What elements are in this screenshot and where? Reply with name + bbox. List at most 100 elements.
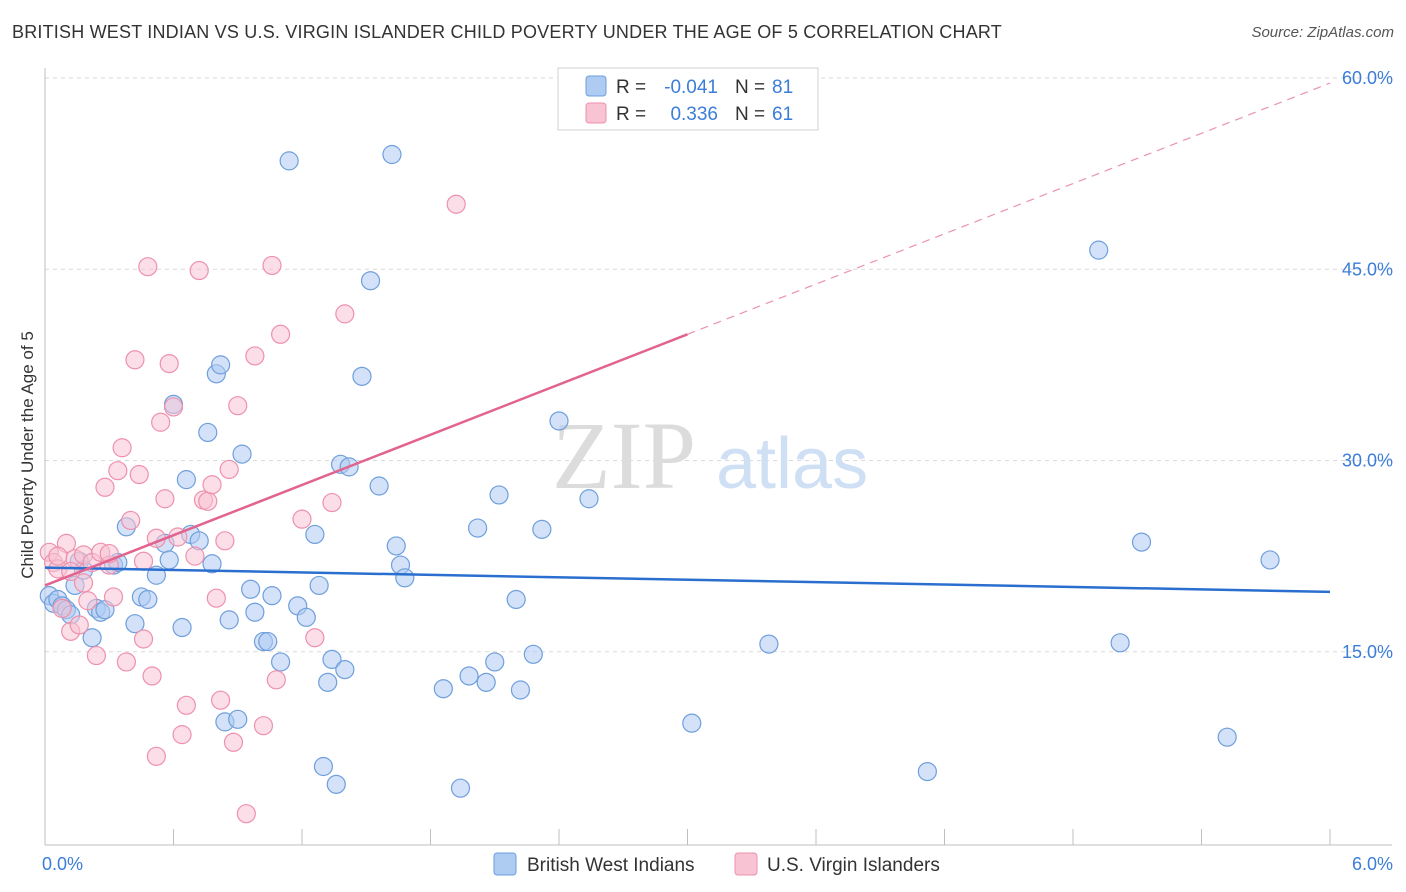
x-tick-label: 6.0% xyxy=(1352,854,1393,874)
point-us-virgin-islander xyxy=(245,346,265,366)
point-us-virgin-islander xyxy=(198,491,218,511)
point-us-virgin-islander xyxy=(305,628,325,648)
point-british-west-indian xyxy=(395,568,415,588)
point-us-virgin-islander xyxy=(206,588,226,608)
point-us-virgin-islander xyxy=(322,492,342,513)
point-british-west-indian xyxy=(386,536,406,556)
point-us-virgin-islander xyxy=(163,397,184,417)
point-us-virgin-islander xyxy=(133,629,154,649)
point-us-virgin-islander xyxy=(52,598,72,619)
bottom-legend: British West Indians U.S. Virgin Islande… xyxy=(493,852,940,876)
point-british-west-indian xyxy=(270,652,291,672)
y-tick-label: 15.0% xyxy=(1342,642,1393,662)
point-british-west-indian xyxy=(296,607,316,627)
point-us-virgin-islander xyxy=(103,587,124,607)
point-us-virgin-islander xyxy=(138,257,158,277)
point-us-virgin-islander xyxy=(146,746,166,766)
trend-layer xyxy=(44,82,1331,594)
point-british-west-indian xyxy=(1131,532,1152,552)
legend-n-value-2: 61 xyxy=(772,104,793,125)
point-us-virgin-islander xyxy=(262,255,282,276)
point-british-west-indian xyxy=(258,631,278,652)
point-british-west-indian xyxy=(125,614,145,634)
point-british-west-indian xyxy=(489,485,509,505)
point-us-virgin-islander xyxy=(202,475,222,495)
point-us-virgin-islander xyxy=(142,666,162,686)
point-british-west-indian xyxy=(917,761,937,782)
point-british-west-indian xyxy=(468,518,488,538)
point-us-virgin-islander xyxy=(335,304,355,324)
point-us-virgin-islander xyxy=(69,615,89,635)
point-us-virgin-islander xyxy=(133,551,154,571)
point-british-west-indian xyxy=(326,774,346,794)
point-british-west-indian xyxy=(176,470,196,490)
point-british-west-indian xyxy=(532,519,552,539)
point-british-west-indian xyxy=(476,672,496,692)
point-us-virgin-islander xyxy=(48,546,68,566)
bottom-legend-label-1: British West Indians xyxy=(527,855,695,876)
watermark-atlas: atlas xyxy=(716,424,868,504)
point-british-west-indian xyxy=(335,659,355,680)
watermark: ZIP atlas xyxy=(552,402,868,509)
point-british-west-indian xyxy=(241,579,261,599)
chart-title: BRITISH WEST INDIAN VS U.S. VIRGIN ISLAN… xyxy=(12,22,1002,42)
point-british-west-indian xyxy=(360,271,381,291)
point-british-west-indian xyxy=(579,489,599,509)
legend: R = -0.041 N = 81 R = 0.336 N = 61 xyxy=(557,67,819,131)
point-british-west-indian xyxy=(459,666,479,686)
point-british-west-indian xyxy=(211,355,231,375)
point-british-west-indian xyxy=(352,366,372,386)
point-us-virgin-islander xyxy=(129,464,149,485)
point-us-virgin-islander xyxy=(211,690,231,710)
point-us-virgin-islander xyxy=(112,438,132,458)
watermark-zip: ZIP xyxy=(552,402,696,509)
point-us-virgin-islander xyxy=(78,591,98,611)
point-us-virgin-islander xyxy=(95,477,115,497)
point-us-virgin-islander xyxy=(176,695,196,715)
point-us-virgin-islander xyxy=(292,509,312,529)
point-us-virgin-islander xyxy=(223,732,244,752)
point-us-virgin-islander xyxy=(125,350,145,370)
trend-line-british-west-indian xyxy=(44,566,1331,594)
bottom-legend-swatch-blue xyxy=(493,852,517,876)
point-british-west-indian xyxy=(202,554,222,574)
point-us-virgin-islander xyxy=(116,652,136,672)
point-us-virgin-islander xyxy=(172,725,192,745)
legend-n-label-1: N = xyxy=(735,77,765,98)
point-british-west-indian xyxy=(159,550,179,570)
legend-n-label-2: N = xyxy=(735,104,765,125)
y-tick-label: 60.0% xyxy=(1342,68,1393,88)
point-us-virgin-islander xyxy=(155,489,175,509)
point-british-west-indian xyxy=(232,444,252,464)
legend-swatch-blue xyxy=(585,75,607,97)
trend-line-extension-us-virgin-islander xyxy=(687,82,1331,335)
point-british-west-indian xyxy=(549,411,569,431)
point-us-virgin-islander xyxy=(266,670,286,690)
legend-swatch-pink xyxy=(585,102,607,124)
point-us-virgin-islander xyxy=(185,546,205,566)
point-us-virgin-islander xyxy=(253,716,274,736)
point-us-virgin-islander xyxy=(189,260,209,281)
chart-source: Source: ZipAtlas.com xyxy=(1251,24,1394,41)
point-british-west-indian xyxy=(309,575,329,596)
bottom-legend-label-2: U.S. Virgin Islanders xyxy=(767,855,940,876)
point-british-west-indian xyxy=(198,422,218,443)
point-british-west-indian xyxy=(682,713,702,733)
point-us-virgin-islander xyxy=(151,412,171,432)
y-tick-label: 30.0% xyxy=(1342,451,1393,471)
point-us-virgin-islander xyxy=(73,573,94,593)
point-british-west-indian xyxy=(369,476,389,496)
point-us-virgin-islander xyxy=(159,354,179,374)
y-axis-title: Child Poverty Under the Age of 5 xyxy=(18,331,37,579)
legend-r-value-1: -0.041 xyxy=(664,77,718,98)
point-us-virgin-islander xyxy=(446,194,466,214)
point-british-west-indian xyxy=(1110,633,1130,653)
points-layer xyxy=(39,144,1280,824)
ticks-layer: 15.0% 30.0% 45.0% 60.0% 0.0% 6.0% xyxy=(42,68,1393,874)
point-british-west-indian xyxy=(172,617,192,638)
point-british-west-indian xyxy=(322,649,342,670)
point-british-west-indian xyxy=(1217,727,1237,747)
point-british-west-indian xyxy=(313,756,334,777)
legend-r-value-2: 0.336 xyxy=(670,104,718,125)
point-british-west-indian xyxy=(305,524,325,545)
